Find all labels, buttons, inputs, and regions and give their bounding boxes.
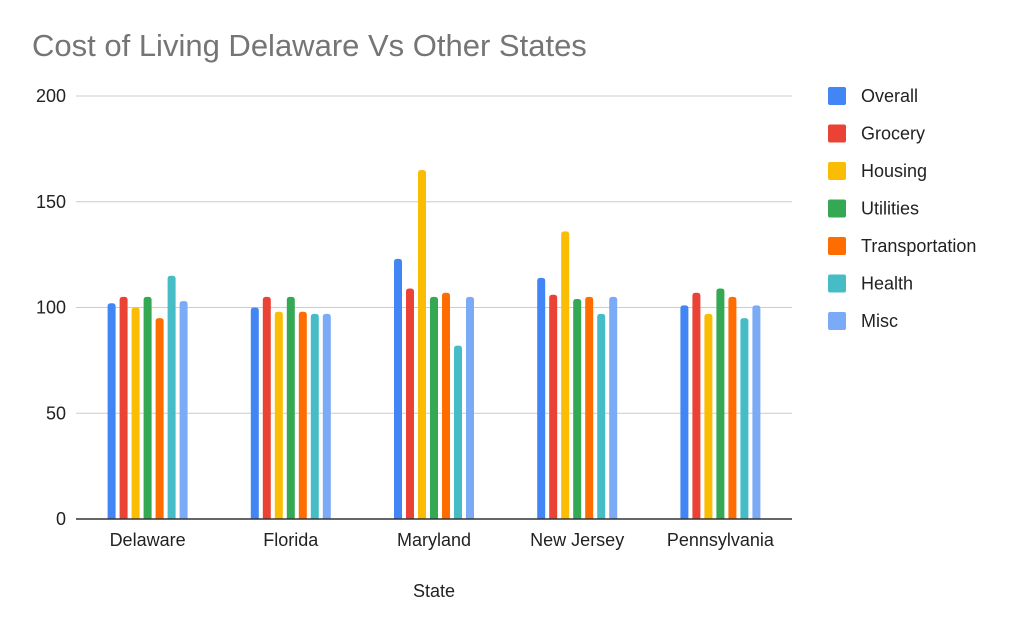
x-tick-label: Florida [263, 530, 319, 550]
bar-health-new-jersey [597, 313, 606, 519]
bar-grocery-delaware [119, 296, 128, 519]
x-tick-label: Maryland [397, 530, 471, 550]
legend-label: Utilities [861, 199, 919, 219]
legend-swatch [828, 199, 846, 218]
bars [107, 170, 761, 520]
x-axis-ticks: Delaware Florida Maryland New Jersey Pennsyl… [110, 530, 775, 550]
bar-transportation-pennsylvania [728, 296, 737, 519]
legend-swatch [828, 274, 846, 293]
bar-utilities-maryland [430, 296, 438, 519]
bar-overall-florida [250, 307, 259, 519]
bar-utilities-florida [286, 296, 295, 519]
bar-overall-delaware [107, 303, 116, 519]
legend-item-health: Health [828, 274, 913, 294]
y-tick-label: 50 [46, 403, 66, 423]
bar-grocery-new-jersey [549, 294, 558, 519]
legend-swatch [828, 162, 846, 180]
bar-misc-pennsylvania [752, 305, 761, 519]
bar-health-delaware [167, 275, 176, 519]
legend-label: Transportation [861, 236, 976, 256]
bar-utilities-pennsylvania [716, 288, 725, 519]
legend: Overall Grocery Housing Utilities Transporta… [828, 86, 976, 331]
bar-overall-new-jersey [537, 277, 546, 519]
bar-misc-delaware [179, 301, 188, 519]
bar-grocery-pennsylvania [692, 292, 701, 519]
bar-transportation-delaware [155, 318, 164, 519]
y-tick-label: 0 [56, 509, 66, 529]
bar-misc-florida [322, 313, 331, 519]
legend-item-grocery: Grocery [828, 124, 925, 144]
x-axis-title: State [413, 581, 455, 601]
y-axis-ticks: 0 50 100 150 200 [36, 86, 66, 529]
bar-grocery-florida [262, 296, 271, 519]
bar-misc-new-jersey [609, 296, 618, 519]
legend-swatch [828, 87, 846, 105]
legend-swatch [828, 312, 846, 330]
bar-utilities-delaware [143, 296, 152, 519]
bar-overall-maryland [394, 258, 402, 519]
legend-swatch [828, 237, 846, 255]
legend-label: Misc [861, 311, 898, 331]
bar-transportation-florida [298, 311, 307, 519]
bar-health-florida [310, 313, 319, 519]
bar-housing-new-jersey [561, 231, 570, 520]
bar-health-maryland [454, 345, 462, 519]
legend-swatch [828, 124, 846, 143]
bar-housing-pennsylvania [704, 313, 713, 519]
bar-transportation-new-jersey [585, 296, 594, 519]
legend-item-overall: Overall [828, 86, 918, 106]
bar-housing-florida [274, 311, 283, 519]
legend-item-transportation: Transportation [828, 236, 976, 256]
legend-item-housing: Housing [828, 161, 927, 181]
legend-item-misc: Misc [828, 311, 898, 331]
legend-label: Housing [861, 161, 927, 181]
bar-health-pennsylvania [740, 318, 749, 519]
x-tick-label: Pennsylvania [667, 530, 775, 550]
bar-housing-delaware [131, 307, 140, 519]
bar-misc-maryland [466, 296, 474, 519]
legend-label: Health [861, 274, 913, 294]
bar-utilities-new-jersey [573, 299, 582, 519]
y-tick-label: 150 [36, 192, 66, 212]
bar-housing-maryland [418, 170, 426, 519]
legend-label: Overall [861, 86, 918, 106]
bar-grocery-maryland [406, 288, 414, 519]
x-tick-label: New Jersey [530, 530, 624, 550]
chart-title: Cost of Living Delaware Vs Other States [32, 28, 587, 63]
y-tick-label: 200 [36, 86, 66, 106]
bar-overall-pennsylvania [680, 305, 689, 519]
y-tick-label: 100 [36, 298, 66, 318]
legend-item-utilities: Utilities [828, 199, 919, 219]
legend-label: Grocery [861, 124, 925, 144]
bar-transportation-maryland [442, 292, 450, 519]
x-tick-label: Delaware [110, 530, 186, 550]
